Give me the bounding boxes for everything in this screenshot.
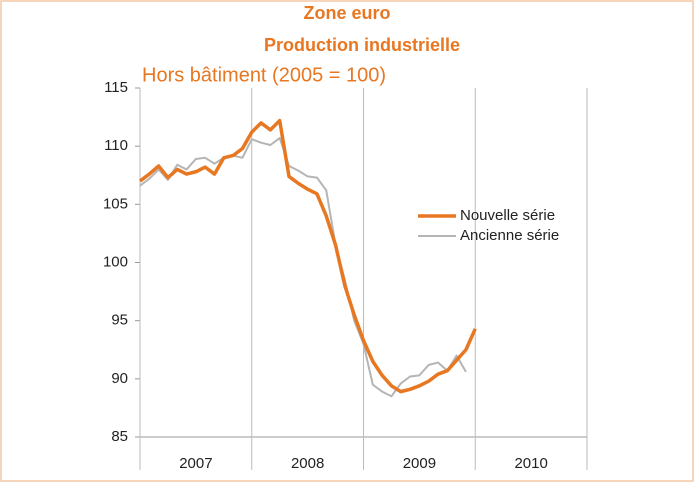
y-tick-label: 110: [104, 137, 128, 154]
series-line: [139, 137, 467, 398]
y-tick-label: 90: [111, 370, 128, 387]
x-tick-label: 2009: [403, 455, 436, 472]
y-tick-label: 105: [103, 195, 128, 212]
y-tick-label: 85: [111, 428, 128, 445]
y-axis-label: Hors bâtiment (2005 = 100): [142, 64, 386, 86]
y-tick-label: 95: [111, 312, 128, 329]
chart-title: Zone euro: [303, 3, 390, 23]
x-tick-label: 2008: [291, 455, 324, 472]
x-tick-label: 2010: [514, 455, 547, 472]
legend-label: Nouvelle série: [460, 207, 555, 224]
chart-subtitle: Production industrielle: [264, 35, 460, 55]
y-tick-label: 100: [103, 253, 128, 270]
x-tick-label: 2007: [179, 455, 212, 472]
legend-label: Ancienne série: [460, 227, 559, 244]
series-line: [138, 118, 477, 394]
y-tick-label: 115: [104, 79, 128, 96]
